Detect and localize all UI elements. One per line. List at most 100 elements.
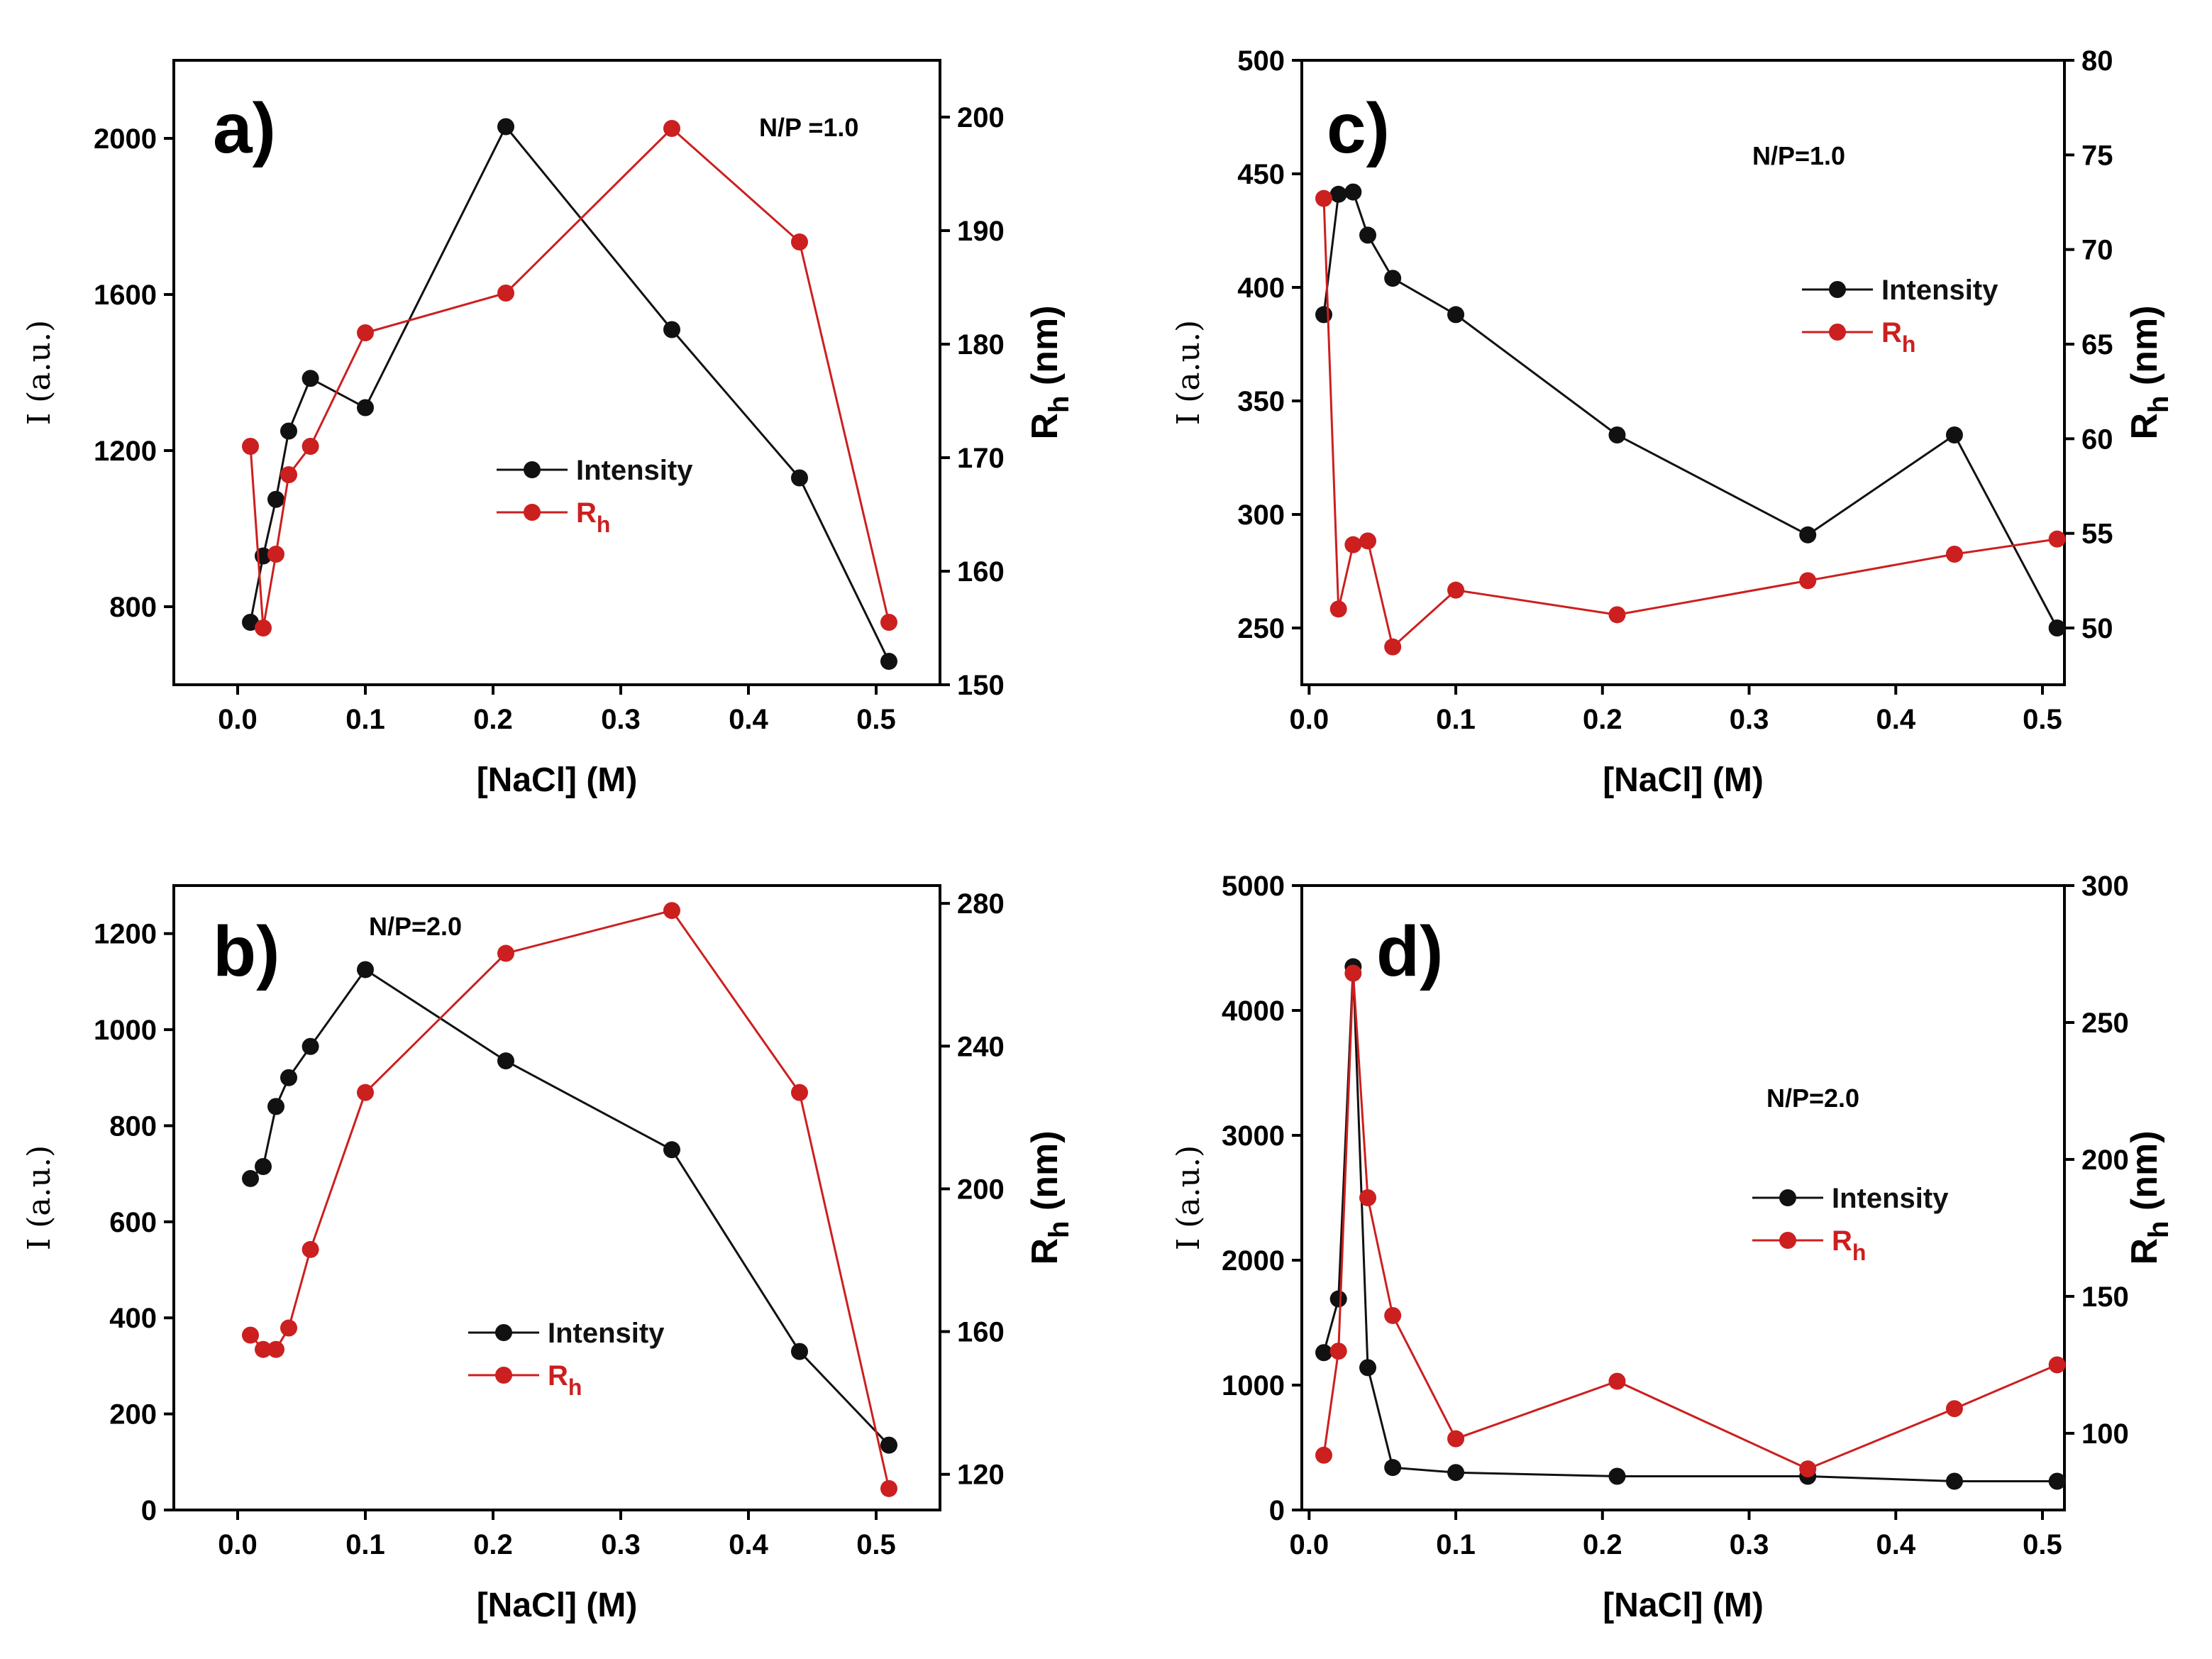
y2-axis-label: Rh (nm) — [1024, 1130, 1075, 1264]
y2-tick-label: 240 — [957, 1031, 1005, 1062]
y2-tick-label: 60 — [2081, 424, 2113, 455]
np-annotation: N/P=2.0 — [369, 912, 462, 941]
intensity-line — [1322, 966, 2057, 1482]
intensity-point — [280, 1069, 297, 1086]
x-tick-label: 0.4 — [729, 1529, 768, 1560]
rh-point — [497, 285, 514, 302]
legend-intensity-label: Intensity — [548, 1318, 665, 1349]
y2-tick-label: 200 — [957, 1174, 1005, 1205]
intensity-point — [497, 1052, 514, 1070]
rh-point — [1799, 572, 1817, 590]
y-tick-label: 0 — [141, 1495, 157, 1526]
x-tick-label: 0.0 — [1290, 1529, 1329, 1560]
y-tick-label: 800 — [109, 1110, 157, 1142]
y2-axis-label: Rh (nm) — [1024, 305, 1075, 439]
series-rh — [242, 120, 897, 636]
x-tick-label: 0.5 — [856, 704, 896, 735]
series-rh — [1315, 189, 2066, 656]
series-intensity — [1315, 183, 2066, 636]
rh-point — [663, 902, 680, 920]
x-tick-label: 0.3 — [601, 1529, 641, 1560]
plot-frame — [1300, 59, 2066, 686]
y-tick-label: 350 — [1237, 386, 1285, 417]
series-intensity — [1315, 958, 2066, 1490]
y-tick-label: 3000 — [1222, 1120, 1285, 1152]
rh-point — [1329, 600, 1347, 618]
intensity-point — [2048, 1472, 2066, 1490]
rh-point — [1329, 1343, 1347, 1360]
rh-point — [357, 324, 374, 341]
panel-a: 0.0 0.1 0.2 0.3 0.4 0.5 800 1200 1600 2000 150 160 1… — [21, 59, 1075, 799]
intensity-point — [1447, 306, 1465, 324]
x-tick-label: 0.5 — [856, 1529, 896, 1560]
rh-point — [1315, 189, 1333, 207]
y2-axis-label-sub: h — [1044, 396, 1075, 413]
legend: Intensity Rh — [497, 455, 693, 537]
intensity-point — [1315, 1344, 1333, 1362]
intensity-point — [1384, 270, 1402, 287]
y-axis-label: I (a.u.) — [21, 1145, 57, 1250]
y2-tick-label: 180 — [957, 329, 1005, 360]
legend-rh-label: Rh — [1832, 1225, 1866, 1265]
y2-tick-label: 80 — [2081, 45, 2113, 77]
y2-tick-label: 160 — [957, 1317, 1005, 1348]
x-tick-label: 0.2 — [473, 1529, 513, 1560]
y-tick-label: 250 — [1237, 613, 1285, 644]
rh-point — [1344, 964, 1362, 982]
rh-point — [267, 546, 284, 563]
intensity-line — [249, 124, 890, 662]
y2-tick-label: 120 — [957, 1460, 1005, 1491]
intensity-point — [880, 1436, 897, 1454]
intensity-point — [302, 370, 319, 387]
x-tick-label: 0.3 — [601, 704, 641, 735]
y-tick-label: 450 — [1237, 159, 1285, 190]
rh-point — [1799, 1460, 1817, 1478]
intensity-point — [663, 321, 680, 338]
y-tick-label: 1600 — [94, 280, 157, 311]
y2-tick-label: 200 — [957, 102, 1005, 133]
intensity-point — [1315, 306, 1333, 324]
y-tick-label: 200 — [109, 1399, 157, 1431]
y2-tick-label: 100 — [2081, 1418, 2129, 1450]
rh-point — [1384, 638, 1402, 656]
panel-label: a) — [213, 89, 276, 168]
y2-tick-label: 150 — [957, 670, 1005, 701]
rh-point — [1344, 536, 1362, 553]
rh-point — [1608, 606, 1626, 624]
intensity-point — [791, 1343, 808, 1360]
y-axis-label: I (a.u.) — [1171, 320, 1207, 425]
y-tick-label: 4000 — [1222, 996, 1285, 1027]
legend-rh-sub: h — [568, 1374, 582, 1400]
y2-axis-label-unit: (nm) — [2124, 305, 2165, 395]
legend-rh-main: R — [1881, 317, 1902, 348]
legend-rh-sub: h — [1852, 1240, 1867, 1265]
y2-axis-label-main: R — [1024, 1238, 1066, 1265]
intensity-point — [357, 961, 374, 979]
x-axis-label: [NaCl] (M) — [1603, 1587, 1764, 1624]
intensity-point — [1608, 426, 1626, 443]
series-intensity — [242, 118, 897, 670]
intensity-line — [1322, 190, 2059, 629]
x-tick-label: 0.2 — [1583, 1529, 1622, 1560]
x-tick-label: 0.1 — [1436, 1529, 1476, 1560]
panel-c: 0.0 0.1 0.2 0.3 0.4 0.5 250 300 350 400 450 500 50 55… — [1171, 45, 2174, 799]
y2-tick-label: 170 — [957, 443, 1005, 474]
rh-point — [242, 438, 259, 455]
rh-point — [242, 1326, 259, 1344]
y2-axis-label: Rh (nm) — [2124, 305, 2174, 439]
y2-tick-label: 250 — [2081, 1008, 2129, 1039]
rh-point — [2048, 530, 2066, 548]
intensity-point — [357, 399, 374, 417]
x-tick-label: 0.4 — [729, 704, 768, 735]
y-tick-label: 2000 — [94, 123, 157, 155]
rh-point — [663, 120, 680, 137]
rh-point — [880, 614, 897, 631]
series-rh — [242, 902, 897, 1497]
legend-intensity-marker — [495, 1324, 512, 1341]
y-axis-label: I (a.u.) — [1171, 1145, 1207, 1250]
x-tick-label: 0.1 — [345, 1529, 385, 1560]
y2-axis-label-main: R — [2124, 1238, 2165, 1265]
np-annotation: N/P=2.0 — [1766, 1084, 1859, 1113]
y2-axis-label-sub: h — [2143, 1221, 2174, 1238]
y2-tick-label: 200 — [2081, 1145, 2129, 1176]
